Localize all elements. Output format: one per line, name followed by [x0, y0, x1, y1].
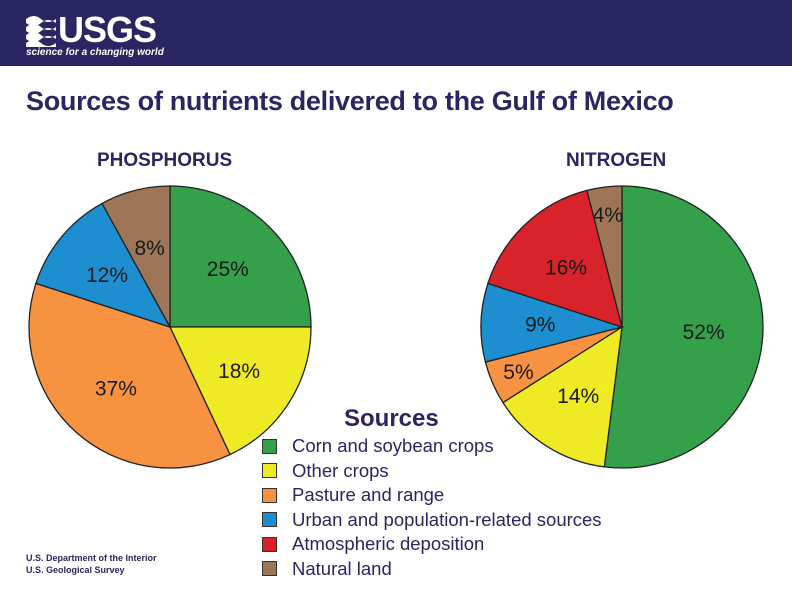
legend-swatch	[262, 463, 277, 479]
legend-label: Other crops	[292, 459, 389, 481]
legend-swatch	[262, 512, 277, 528]
slice-label: 25%	[207, 258, 249, 281]
header-banner: USGS science for a changing world	[0, 0, 792, 66]
pie-slice	[603, 185, 764, 469]
legend-swatch	[262, 561, 277, 577]
legend-items: Corn and soybean crops Other crops Pasture…	[262, 434, 602, 581]
logo-tagline: science for a changing world	[26, 47, 164, 58]
usgs-logo: USGS science for a changing world	[26, 10, 176, 60]
footer-department: U.S. Department of the Interior	[26, 553, 157, 563]
pie-slice	[480, 282, 625, 363]
page-title: Sources of nutrients delivered to the Gu…	[26, 86, 674, 116]
slice-label: 12%	[86, 264, 128, 287]
pie-slice	[502, 325, 623, 468]
phosphorus-title: PHOSPHORUS	[97, 150, 233, 171]
pie-slice	[28, 282, 231, 469]
slice-label: 14%	[557, 385, 599, 408]
footer-agency: U.S. Geological Survey	[26, 565, 125, 575]
slice-label: 5%	[503, 361, 533, 384]
nitrogen-pie: 52% 14% 5% 9% 16% 4%	[480, 185, 764, 469]
legend-label: Corn and soybean crops	[292, 435, 494, 457]
usgs-wave-icon	[26, 16, 56, 47]
phosphorus-pie: 25% 18% 37% 12% 8%	[28, 185, 312, 469]
slice-label: 52%	[683, 321, 725, 344]
slice-label: 37%	[95, 377, 137, 400]
legend-label: Natural land	[292, 557, 392, 579]
nitrogen-title: NITROGEN	[566, 150, 667, 171]
legend-title: Sources	[344, 405, 439, 432]
pie-slice	[35, 202, 172, 329]
slice-label: 18%	[218, 360, 260, 383]
legend-label: Atmospheric deposition	[292, 533, 485, 555]
pie-slice	[487, 189, 623, 328]
slice-label: 16%	[545, 256, 587, 279]
slice-label: 9%	[525, 313, 555, 336]
legend-swatch	[262, 536, 277, 552]
pie-slice	[586, 185, 623, 328]
slice-label: 4%	[593, 204, 623, 227]
legend-swatch	[262, 438, 277, 454]
legend-swatch	[262, 487, 277, 503]
slice-label: 8%	[134, 237, 164, 260]
legend-label: Urban and population-related sources	[292, 508, 602, 530]
pie-slice	[169, 185, 312, 328]
pie-slice	[168, 326, 312, 456]
footer: U.S. Department of the Interior U.S. Geo…	[26, 552, 157, 576]
legend-item: Atmospheric deposition	[262, 532, 602, 557]
legend-item: Pasture and range	[262, 483, 602, 508]
logo-text: USGS	[58, 9, 157, 50]
legend-item: Urban and population-related sources	[262, 508, 602, 533]
pie-slice	[101, 185, 171, 328]
legend-label: Pasture and range	[292, 484, 445, 506]
legend-item: Natural land	[262, 557, 602, 582]
legend: Sources Corn and soybean crops Other crop…	[262, 404, 602, 581]
legend-item: Corn and soybean crops	[262, 434, 602, 459]
legend-item: Other crops	[262, 459, 602, 484]
